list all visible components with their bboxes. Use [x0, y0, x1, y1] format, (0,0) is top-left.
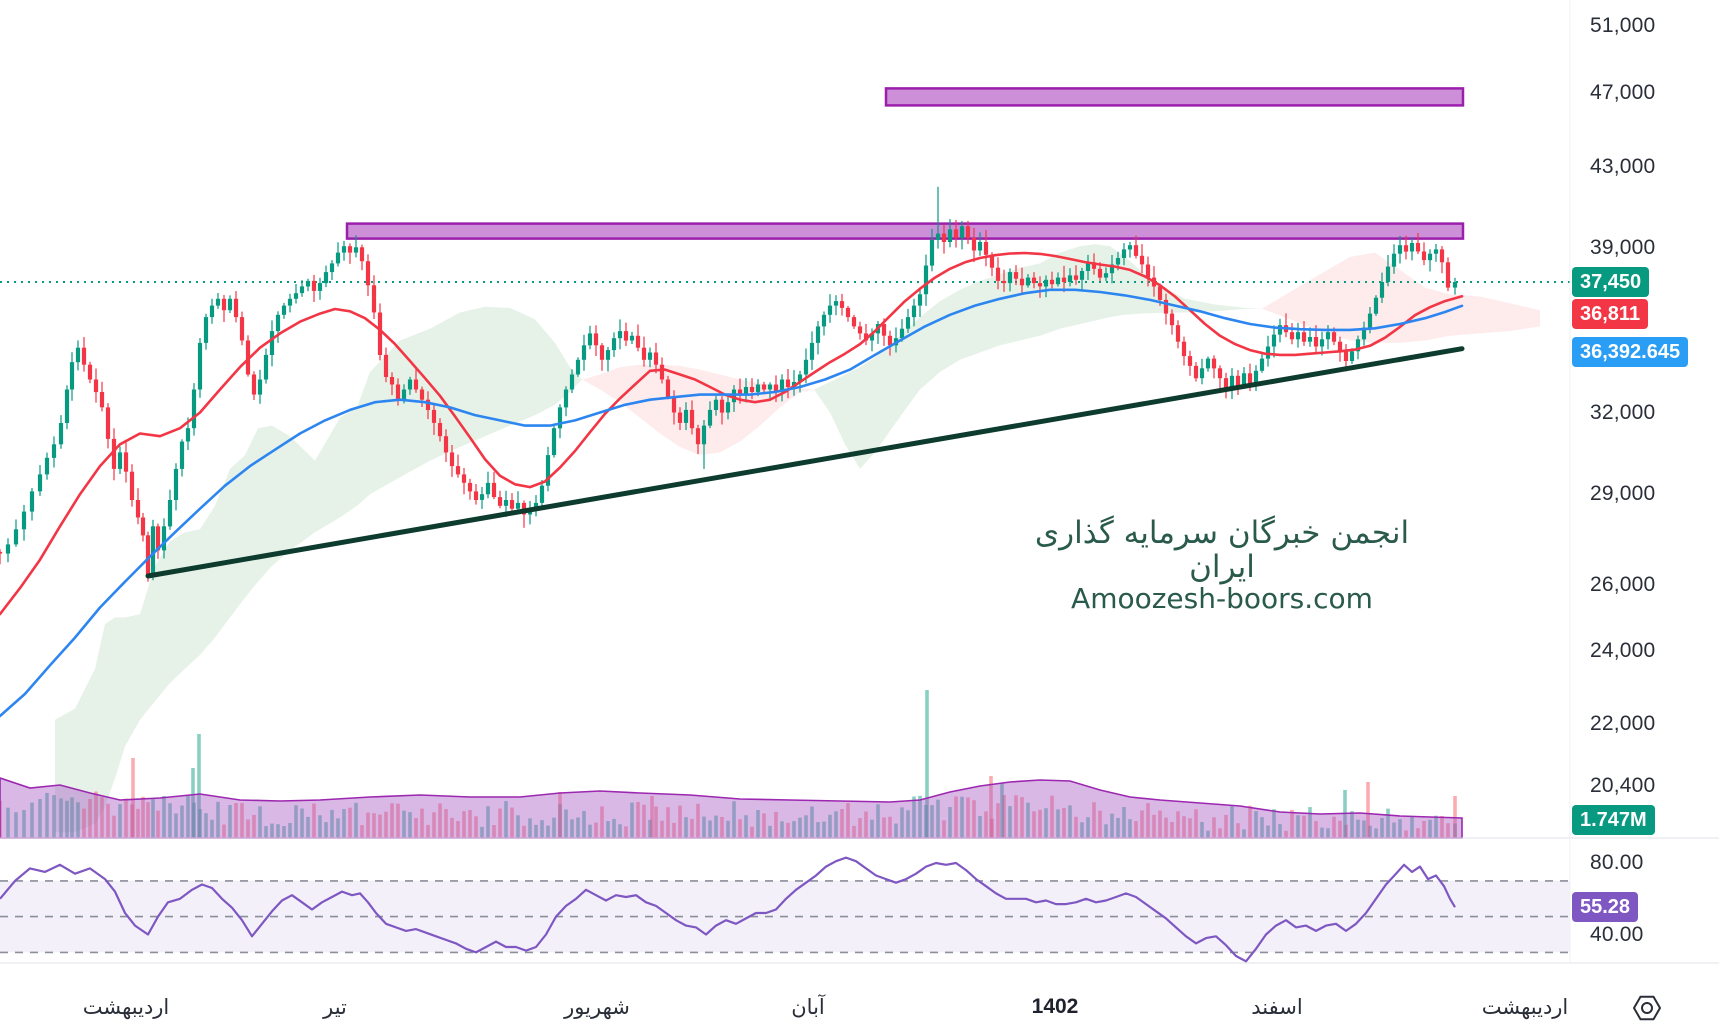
price-tick-label: 22,000 — [1590, 712, 1656, 735]
red-moving-average-line — [0, 251, 1464, 616]
last-price-badge: 37,450 — [1572, 267, 1650, 297]
time-label-month[interactable]: اسفند — [1251, 995, 1303, 1019]
time-label-month[interactable]: شهریور — [564, 995, 630, 1019]
time-label-month[interactable]: اردیبهشت — [82, 995, 170, 1019]
volume-bars — [0, 690, 1457, 838]
volume-value-badge: 1.747M — [1572, 805, 1655, 835]
rsi-line — [0, 856, 1456, 963]
rsi-tick-label: 40.00 — [1590, 923, 1644, 946]
volume-spike — [131, 758, 135, 838]
volume-spike — [650, 796, 654, 838]
price-tick-label: 24,000 — [1590, 639, 1656, 662]
settings-hexagon-icon[interactable] — [1631, 992, 1663, 1024]
blue-moving-average-line — [0, 288, 1464, 718]
price-tick-label: 32,000 — [1590, 401, 1656, 424]
resistance-zone-1[interactable] — [345, 222, 1465, 240]
candles — [0, 186, 1458, 582]
volume-spike — [197, 734, 201, 838]
volume-spike — [1366, 782, 1370, 838]
red-ma-value-badge: 36,811 — [1572, 299, 1649, 329]
rsi-value-badge: 55.28 — [1572, 892, 1639, 922]
time-label-month[interactable]: تیر — [323, 995, 347, 1019]
time-label-month[interactable]: اردیبهشت — [1481, 995, 1569, 1019]
hexagon-inner-circle — [1641, 1002, 1653, 1014]
volume-spike — [191, 768, 195, 838]
rsi-pane — [0, 856, 1570, 963]
volume-spike — [989, 776, 993, 838]
resistance-zone-2[interactable] — [884, 87, 1465, 107]
price-tick-label: 26,000 — [1590, 573, 1656, 596]
price-tick-label: 47,000 — [1590, 81, 1656, 104]
time-label-month[interactable]: آبان — [791, 995, 825, 1019]
volume-spike — [925, 690, 929, 838]
cloud-green — [814, 244, 1262, 469]
volume-ma-area — [0, 777, 1463, 839]
rsi-tick-label: 80.00 — [1590, 851, 1644, 874]
cloud-green — [55, 306, 582, 833]
price-tick-label: 29,000 — [1590, 482, 1656, 505]
watermark-line-en: Amoozesh-boors.com — [1071, 582, 1373, 615]
hexagon-outline — [1633, 995, 1661, 1021]
watermark-line-fa: انجمن خبرگان سرمایه گذاری ایران — [1034, 515, 1410, 585]
price-tick-label: 51,000 — [1590, 14, 1656, 37]
resistance-zones — [345, 87, 1465, 240]
cloud-red — [1262, 252, 1540, 343]
time-label-year[interactable]: 1402 — [1031, 995, 1079, 1018]
price-tick-label: 43,000 — [1590, 155, 1656, 178]
price-tick-label: 20,400 — [1590, 774, 1656, 797]
watermark: انجمن خبرگان سرمایه گذاری ایران Amoozesh… — [1022, 516, 1422, 614]
blue-ma-value-badge: 36,392.645 — [1572, 337, 1689, 367]
price-tick-label: 39,000 — [1590, 236, 1656, 259]
volume-spike — [558, 792, 562, 838]
ascending-trendline[interactable] — [145, 346, 1465, 579]
volume-spike — [1000, 783, 1004, 838]
